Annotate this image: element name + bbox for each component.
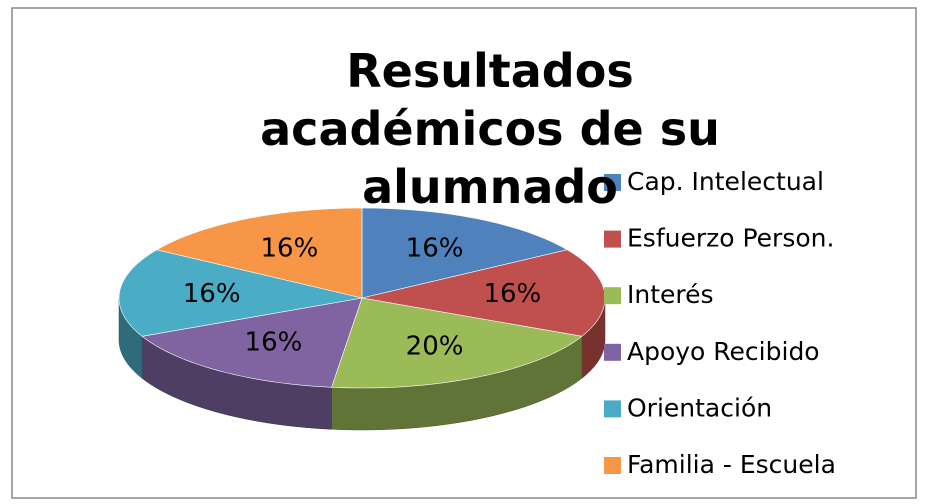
legend-swatch xyxy=(604,174,621,191)
legend-swatch xyxy=(604,400,621,418)
chart-title: Resultados académicos de su alumnado xyxy=(260,44,720,214)
legend-label: Esfuerzo Person. xyxy=(627,224,834,253)
legend-label: Orientación xyxy=(627,393,772,422)
legend-swatch xyxy=(604,457,621,474)
data-label: 16% xyxy=(183,279,241,309)
slice xyxy=(141,297,363,388)
slice xyxy=(118,249,363,337)
legend-label: Interés xyxy=(627,280,714,309)
data-label: 16% xyxy=(483,279,541,309)
legend-label: Cap. Intelectual xyxy=(627,167,824,196)
slice xyxy=(331,297,583,389)
data-label: 16% xyxy=(245,328,303,358)
data-label: 16% xyxy=(261,234,319,264)
data-label: 20% xyxy=(406,331,464,361)
slice xyxy=(361,207,568,299)
legend-label: Familia - Escuela xyxy=(627,450,836,479)
data-label: 16% xyxy=(406,234,464,264)
legend-swatch xyxy=(604,230,621,248)
legend-label: Apoyo Recibido xyxy=(627,337,820,366)
legend-swatch xyxy=(604,343,621,361)
slice xyxy=(156,207,363,299)
legend-swatch xyxy=(604,287,621,305)
